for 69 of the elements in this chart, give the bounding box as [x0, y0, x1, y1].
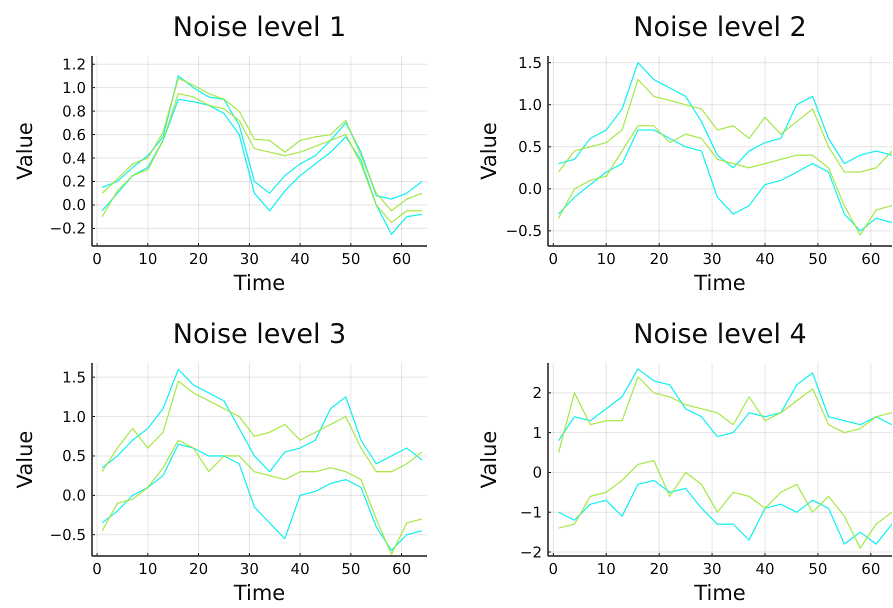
- x-tick-label: 10: [596, 560, 616, 578]
- x-tick-label: 0: [92, 250, 102, 268]
- x-tick-label: 50: [808, 560, 828, 578]
- chart-title: Noise level 3: [172, 319, 346, 350]
- x-tick-label: 30: [240, 560, 259, 578]
- x-tick-label: 0: [92, 560, 102, 578]
- x-tick-label: 50: [341, 250, 360, 268]
- x-tick-label: 20: [650, 250, 669, 268]
- y-tick-label: 0.4: [62, 149, 86, 168]
- line-series: [558, 368, 892, 442]
- x-tick-label: 10: [138, 250, 158, 268]
- y-tick-label: 0.5: [518, 138, 542, 156]
- x-tick-label: 40: [290, 560, 310, 578]
- line-series: [558, 480, 892, 545]
- chart-title: Noise level 2: [633, 12, 807, 43]
- x-tick-label: 40: [290, 250, 310, 268]
- line-series: [558, 62, 892, 168]
- y-tick-label: 1: [532, 424, 542, 442]
- x-tick-label: 60: [861, 250, 880, 268]
- y-tick-label: 1.5: [62, 368, 86, 386]
- x-tick-label: 10: [138, 560, 158, 578]
- y-tick-label: 0.2: [62, 172, 86, 191]
- y-tick-label: −0.5: [506, 222, 542, 240]
- y-tick-label: 0: [532, 464, 542, 482]
- y-tick-label: 1.0: [62, 408, 86, 426]
- y-tick-label: 1.0: [518, 96, 542, 114]
- y-axis-title: Value: [477, 122, 501, 180]
- x-tick-label: 60: [392, 250, 412, 268]
- y-tick-label: 0.0: [62, 196, 86, 214]
- line-series: [558, 460, 892, 549]
- chart-title: Noise level 4: [633, 319, 807, 350]
- x-tick-label: 10: [596, 250, 616, 268]
- x-axis-title: Time: [232, 271, 286, 295]
- y-tick-label: −0.5: [50, 526, 86, 544]
- x-tick-label: 50: [341, 560, 360, 578]
- x-tick-label: 60: [392, 560, 412, 578]
- x-tick-label: 20: [189, 250, 208, 268]
- x-tick-label: 50: [808, 250, 828, 268]
- y-tick-label: 1.5: [518, 54, 542, 72]
- y-tick-label: −0.2: [50, 220, 86, 238]
- y-tick-label: −1: [520, 503, 542, 522]
- y-tick-label: 1.0: [62, 78, 86, 97]
- y-axis-title: Value: [13, 122, 37, 180]
- y-tick-label: 0.6: [62, 126, 86, 144]
- x-tick-label: 0: [548, 560, 558, 578]
- x-tick-label: 30: [702, 250, 722, 268]
- y-tick-label: 0.0: [518, 180, 542, 198]
- x-axis-title: Time: [693, 581, 746, 605]
- x-tick-label: 60: [861, 560, 880, 578]
- y-axis-title: Value: [477, 430, 501, 488]
- x-axis-title: Time: [693, 271, 746, 295]
- y-tick-label: 0.0: [62, 486, 86, 505]
- x-tick-label: 30: [702, 560, 722, 578]
- line-series: [558, 78, 892, 173]
- x-tick-label: 0: [548, 250, 558, 268]
- y-axis-title: Value: [13, 430, 37, 488]
- x-tick-label: 40: [755, 560, 775, 578]
- line-series: [558, 376, 892, 454]
- x-axis-title: Time: [232, 581, 286, 605]
- x-tick-label: 30: [240, 250, 259, 268]
- y-tick-label: 1.2: [62, 55, 86, 74]
- y-tick-label: 0.8: [62, 102, 86, 120]
- x-tick-label: 20: [189, 560, 208, 578]
- x-tick-label: 20: [650, 560, 669, 578]
- y-tick-label: 2: [532, 384, 542, 402]
- y-tick-label: −2: [520, 543, 542, 562]
- y-tick-label: 0.5: [62, 447, 86, 466]
- chart-title: Noise level 1: [172, 12, 346, 43]
- x-tick-label: 40: [755, 250, 775, 268]
